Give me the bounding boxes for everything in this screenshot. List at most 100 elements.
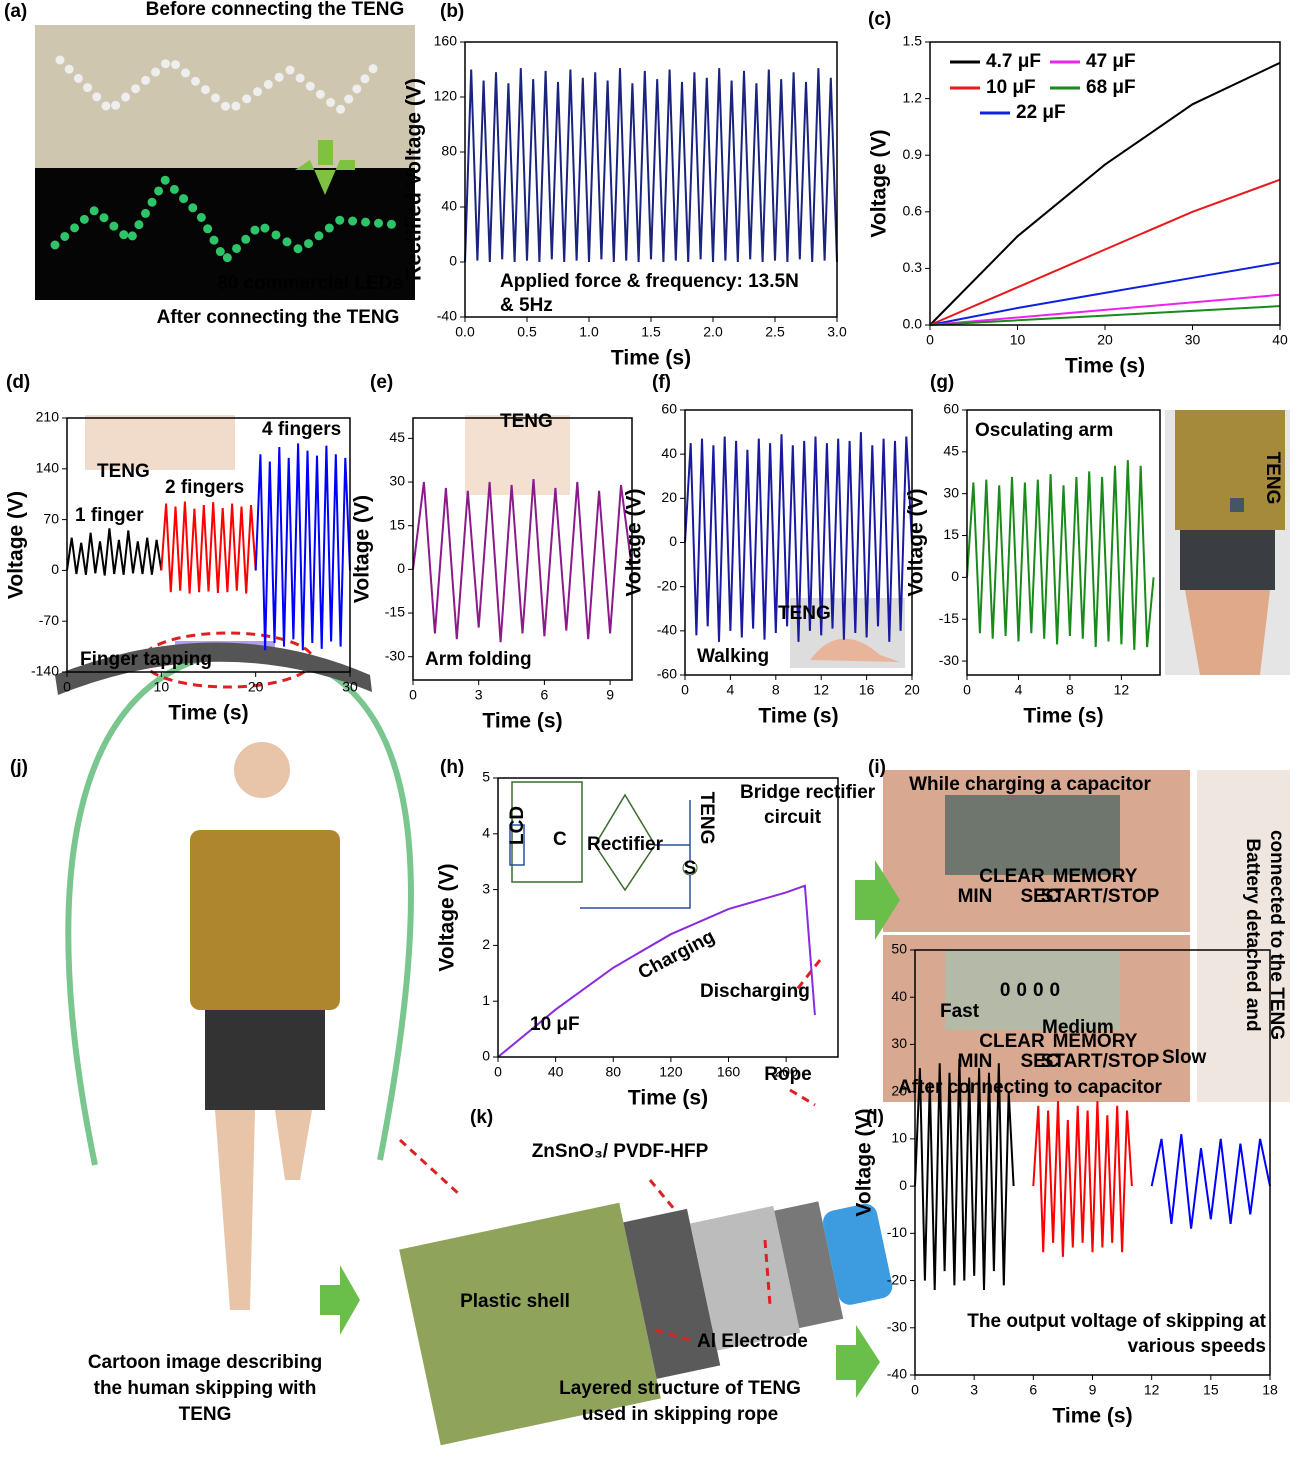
x-tick-label: 9 — [1089, 1382, 1097, 1398]
annotation: TENG — [97, 461, 150, 482]
x-axis-label: Time (s) — [628, 1087, 708, 1110]
shirt — [190, 830, 340, 1010]
x-tick-label: 40 — [1272, 332, 1288, 348]
series-line — [256, 443, 350, 650]
x-tick-label: 0 — [409, 687, 417, 703]
caption: Before connecting the TENG — [146, 0, 405, 20]
x-tick-label: 1.0 — [579, 324, 599, 340]
x-axis-label: Time (s) — [1065, 355, 1145, 378]
y-tick-label: 0 — [51, 561, 59, 577]
y-tick-label: -30 — [887, 1318, 907, 1334]
y-tick-label: 0 — [397, 560, 405, 576]
shorts — [1180, 530, 1275, 590]
y-tick-label: -10 — [887, 1224, 907, 1240]
x-tick-label: 18 — [1262, 1382, 1278, 1398]
y-axis-label: Voltage (V) — [853, 1108, 876, 1216]
y-tick-label: 15 — [943, 526, 959, 542]
y-tick-label: -20 — [887, 1271, 907, 1287]
legend-label: 22 μF — [1016, 102, 1066, 123]
photo-label: TENG — [1262, 452, 1283, 505]
series-line — [967, 460, 1154, 650]
y-axis-label: Voltage (V) — [436, 863, 459, 971]
x-tick-label: 1.5 — [641, 324, 661, 340]
y-tick-label: 20 — [661, 489, 677, 505]
figure: (a)(b)(c)(d)(e)(f)(g)(j)(h)(i)(k)(l)Befo… — [0, 0, 1301, 1460]
x-tick-label: 6 — [1029, 1382, 1037, 1398]
x-tick-label: 0 — [963, 682, 971, 698]
legend-label: 47 μF — [1086, 51, 1136, 72]
x-tick-label: 20 — [1097, 332, 1113, 348]
y-tick-label: -40 — [437, 308, 457, 324]
breadboard-photo — [35, 25, 415, 168]
y-tick-label: 4 — [482, 825, 490, 841]
y-tick-label: 5 — [482, 769, 490, 785]
x-tick-label: 12 — [813, 682, 829, 698]
x-tick-label: 20 — [248, 679, 264, 695]
x-tick-label: 0.5 — [517, 324, 537, 340]
timer-display — [945, 795, 1120, 875]
timer-label: MEMORY — [1053, 866, 1138, 887]
y-axis-label: Voltage (V) — [905, 488, 928, 596]
y-tick-label: 2 — [482, 936, 490, 952]
panel-label: (c) — [868, 9, 891, 30]
annotation: TENG — [500, 411, 553, 432]
series-line — [67, 528, 161, 575]
annotation: 10 μF — [530, 1014, 580, 1035]
y-tick-label: 50 — [891, 941, 907, 957]
timer-button: MIN — [958, 1051, 993, 1072]
legs — [215, 1110, 312, 1310]
head — [234, 742, 290, 798]
y-tick-label: 40 — [891, 988, 907, 1004]
y-tick-label: 0 — [482, 1048, 490, 1064]
x-tick-label: 80 — [605, 1064, 621, 1080]
y-tick-label: 3 — [482, 880, 490, 896]
inset-label: C — [553, 829, 567, 850]
part-label: ZnSnO₃/ PVDF-HFP — [532, 1141, 709, 1162]
x-tick-label: 3 — [475, 687, 483, 703]
y-tick-label: 60 — [943, 401, 959, 417]
y-tick-label: -15 — [385, 604, 405, 620]
x-tick-label: 160 — [717, 1064, 741, 1080]
series-label: 4 fingers — [262, 419, 341, 440]
x-tick-label: 2.5 — [765, 324, 785, 340]
panel-label: (k) — [470, 1107, 493, 1128]
y-axis-label: Voltage (V) — [623, 488, 646, 596]
inset-label: LCD — [507, 806, 528, 845]
x-tick-label: 20 — [904, 682, 920, 698]
x-tick-label: 0 — [681, 682, 689, 698]
x-tick-label: 6 — [541, 687, 549, 703]
panel-label: (j) — [10, 757, 28, 778]
legend-label: 4.7 μF — [986, 51, 1041, 72]
x-tick-label: 120 — [659, 1064, 683, 1080]
x-tick-label: 4 — [727, 682, 735, 698]
y-tick-label: 1.2 — [903, 89, 923, 105]
x-tick-label: 12 — [1114, 682, 1130, 698]
x-tick-label: 200 — [774, 1064, 798, 1080]
annotation: various speeds — [1128, 1336, 1266, 1357]
y-tick-label: -140 — [31, 663, 59, 679]
caption: 80 commercial LEDs — [217, 273, 403, 294]
y-tick-label: 40 — [441, 198, 457, 214]
x-tick-label: 9 — [606, 687, 614, 703]
annotation: Applied force & frequency: 13.5N — [500, 271, 799, 292]
panel-label: (f) — [652, 372, 671, 393]
panel-label: (a) — [4, 1, 27, 22]
y-tick-label: 80 — [441, 143, 457, 159]
annotation: Bridge rectifier — [740, 782, 876, 803]
x-axis-label: Time (s) — [168, 702, 248, 725]
caption: Cartoon image describing — [88, 1352, 322, 1373]
y-tick-label: -30 — [385, 647, 405, 663]
inset-label: TENG — [696, 792, 717, 845]
y-tick-label: 45 — [943, 443, 959, 459]
y-tick-label: 15 — [389, 516, 405, 532]
part-label: Al Electrode — [697, 1331, 808, 1352]
x-tick-label: 40 — [548, 1064, 564, 1080]
annotation: Finger tapping — [80, 649, 212, 670]
x-tick-label: 0 — [911, 1382, 919, 1398]
x-tick-label: 10 — [1010, 332, 1026, 348]
timer-label: CLEAR — [979, 1031, 1045, 1052]
series-line — [1152, 1134, 1270, 1228]
y-tick-label: 0 — [449, 253, 457, 269]
annotation: Osculating arm — [975, 420, 1113, 441]
y-tick-label: 0.0 — [903, 316, 923, 332]
